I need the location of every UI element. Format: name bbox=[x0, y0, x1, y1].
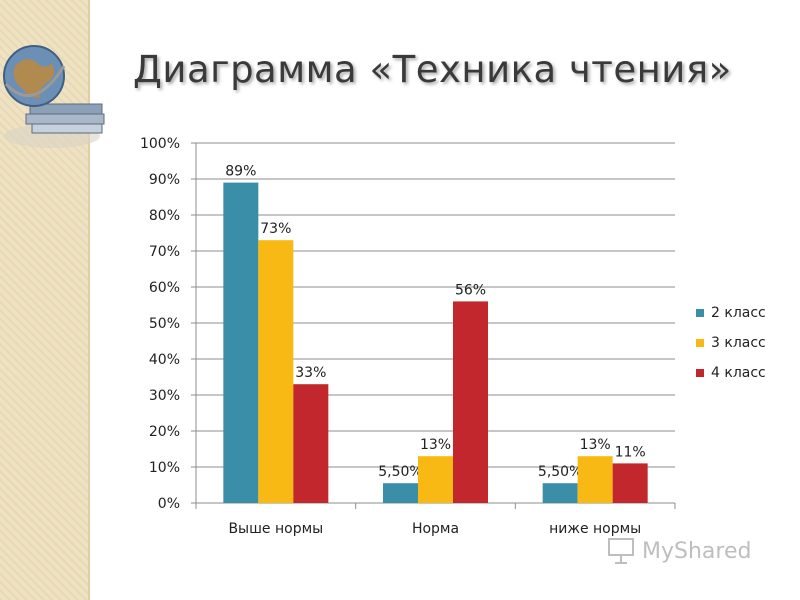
data-label: 11% bbox=[615, 444, 646, 460]
legend-swatch bbox=[696, 369, 704, 377]
y-tick-label: 40% bbox=[149, 352, 180, 368]
bar bbox=[577, 456, 613, 503]
bar bbox=[258, 240, 294, 503]
y-tick-label: 20% bbox=[149, 424, 180, 440]
y-tick-label: 30% bbox=[149, 388, 180, 404]
legend-label: 4 класс bbox=[711, 365, 766, 381]
legend-item-4-class: 4 класс bbox=[696, 358, 766, 388]
legend-item-2-class: 2 класс bbox=[696, 298, 766, 328]
y-tick-label: 60% bbox=[149, 280, 180, 296]
data-label: 89% bbox=[225, 164, 256, 180]
chart-legend: 2 класс 3 класс 4 класс bbox=[696, 298, 766, 388]
legend-label: 3 класс bbox=[711, 335, 766, 351]
bar bbox=[293, 384, 329, 503]
bar bbox=[612, 463, 648, 503]
legend-item-3-class: 3 класс bbox=[696, 328, 766, 358]
data-label: 13% bbox=[580, 437, 611, 453]
globe-books-icon bbox=[3, 45, 105, 148]
bar bbox=[542, 483, 578, 503]
page-title: Диаграмма «Техника чтения» bbox=[133, 48, 732, 91]
y-tick-label: 10% bbox=[149, 460, 180, 476]
watermark-text: MyShared bbox=[642, 538, 752, 564]
y-tick-label: 50% bbox=[149, 316, 180, 332]
bar bbox=[223, 182, 259, 503]
data-label: 13% bbox=[420, 437, 451, 453]
y-tick-label: 90% bbox=[149, 172, 180, 188]
watermark: MyShared bbox=[606, 536, 751, 566]
y-tick-label: 70% bbox=[149, 244, 180, 260]
legend-label: 2 класс bbox=[711, 305, 766, 321]
bar bbox=[453, 301, 488, 503]
legend-swatch bbox=[696, 339, 704, 347]
data-label: 5,50% bbox=[538, 464, 582, 480]
legend-swatch bbox=[696, 309, 704, 317]
x-tick-label: ниже нормы bbox=[549, 521, 641, 537]
data-label: 5,50% bbox=[378, 464, 422, 480]
data-label: 73% bbox=[260, 221, 291, 237]
data-label: 56% bbox=[455, 282, 486, 298]
y-tick-label: 0% bbox=[158, 496, 180, 512]
presentation-board-icon bbox=[608, 538, 634, 564]
x-tick-label: Выше нормы bbox=[228, 521, 323, 537]
data-label: 33% bbox=[295, 365, 326, 381]
x-tick-label: Норма bbox=[412, 521, 459, 537]
y-tick-label: 100% bbox=[140, 136, 180, 152]
bar bbox=[418, 456, 453, 503]
bar bbox=[383, 483, 418, 503]
y-tick-label: 80% bbox=[149, 208, 180, 224]
